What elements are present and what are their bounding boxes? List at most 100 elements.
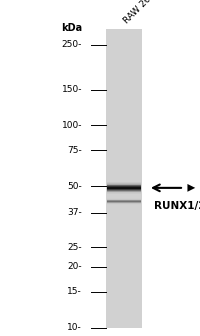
Bar: [106, 212, 142, 215]
Text: RAW 264.7: RAW 264.7: [122, 0, 163, 25]
Bar: [107, 191, 141, 192]
Bar: [106, 185, 142, 189]
Bar: [106, 264, 142, 268]
Bar: [107, 190, 141, 191]
Bar: [107, 182, 141, 183]
Bar: [106, 122, 142, 126]
Bar: [106, 36, 142, 40]
Bar: [106, 242, 142, 245]
Bar: [106, 115, 142, 118]
Bar: [107, 191, 141, 192]
Bar: [106, 99, 142, 103]
Bar: [106, 137, 142, 141]
Bar: [106, 312, 142, 317]
Bar: [106, 305, 142, 309]
Bar: [107, 200, 141, 201]
Bar: [107, 187, 141, 188]
Bar: [106, 74, 142, 77]
Bar: [106, 249, 142, 253]
Bar: [107, 203, 141, 204]
Bar: [106, 47, 142, 51]
Bar: [106, 260, 142, 264]
Bar: [106, 234, 142, 238]
Bar: [107, 204, 141, 205]
Bar: [106, 283, 142, 287]
Bar: [107, 204, 141, 205]
Bar: [106, 92, 142, 96]
Bar: [107, 198, 141, 199]
Text: 20-: 20-: [67, 262, 82, 271]
Bar: [106, 268, 142, 271]
Bar: [107, 188, 141, 189]
Bar: [107, 185, 141, 186]
Bar: [106, 275, 142, 279]
Bar: [107, 182, 141, 183]
Bar: [107, 190, 141, 191]
Bar: [107, 184, 141, 185]
Bar: [106, 208, 142, 212]
Bar: [106, 245, 142, 249]
Bar: [106, 298, 142, 301]
Bar: [106, 197, 142, 201]
Bar: [106, 77, 142, 81]
Text: RUNX1/2/3: RUNX1/2/3: [154, 201, 200, 211]
Bar: [107, 199, 141, 200]
Text: kDa: kDa: [61, 23, 82, 33]
Bar: [107, 183, 141, 184]
Bar: [107, 192, 141, 193]
Bar: [106, 44, 142, 47]
Bar: [106, 167, 142, 171]
Bar: [106, 219, 142, 223]
Bar: [106, 111, 142, 115]
Bar: [106, 66, 142, 70]
Bar: [106, 133, 142, 137]
Bar: [106, 40, 142, 44]
Bar: [106, 204, 142, 208]
Bar: [106, 317, 142, 320]
Text: 37-: 37-: [67, 208, 82, 217]
Bar: [106, 51, 142, 55]
Bar: [106, 253, 142, 257]
Bar: [107, 199, 141, 200]
Bar: [107, 203, 141, 204]
Bar: [106, 227, 142, 230]
Bar: [107, 191, 141, 192]
Bar: [107, 187, 141, 188]
Bar: [107, 188, 141, 189]
Bar: [106, 171, 142, 174]
Text: 75-: 75-: [67, 146, 82, 155]
Bar: [107, 202, 141, 203]
Bar: [106, 320, 142, 324]
Bar: [106, 85, 142, 88]
Bar: [107, 188, 141, 190]
Bar: [107, 200, 141, 201]
Bar: [106, 178, 142, 182]
Bar: [106, 215, 142, 219]
Text: 50-: 50-: [67, 181, 82, 191]
Bar: [106, 141, 142, 144]
Bar: [106, 189, 142, 193]
Bar: [106, 81, 142, 85]
Bar: [106, 301, 142, 305]
Bar: [106, 163, 142, 167]
Bar: [106, 118, 142, 122]
Bar: [106, 257, 142, 260]
Bar: [107, 183, 141, 184]
Bar: [106, 152, 142, 156]
Bar: [107, 182, 141, 183]
Bar: [106, 230, 142, 234]
Text: 250-: 250-: [62, 40, 82, 49]
Text: 25-: 25-: [67, 243, 82, 252]
Bar: [106, 290, 142, 294]
Bar: [106, 324, 142, 328]
Bar: [107, 189, 141, 190]
Bar: [106, 96, 142, 99]
Text: 100-: 100-: [62, 121, 82, 130]
Bar: [106, 126, 142, 129]
Bar: [106, 88, 142, 92]
Bar: [107, 184, 141, 185]
Bar: [106, 279, 142, 283]
Bar: [106, 174, 142, 178]
Bar: [107, 184, 141, 185]
Bar: [106, 107, 142, 111]
